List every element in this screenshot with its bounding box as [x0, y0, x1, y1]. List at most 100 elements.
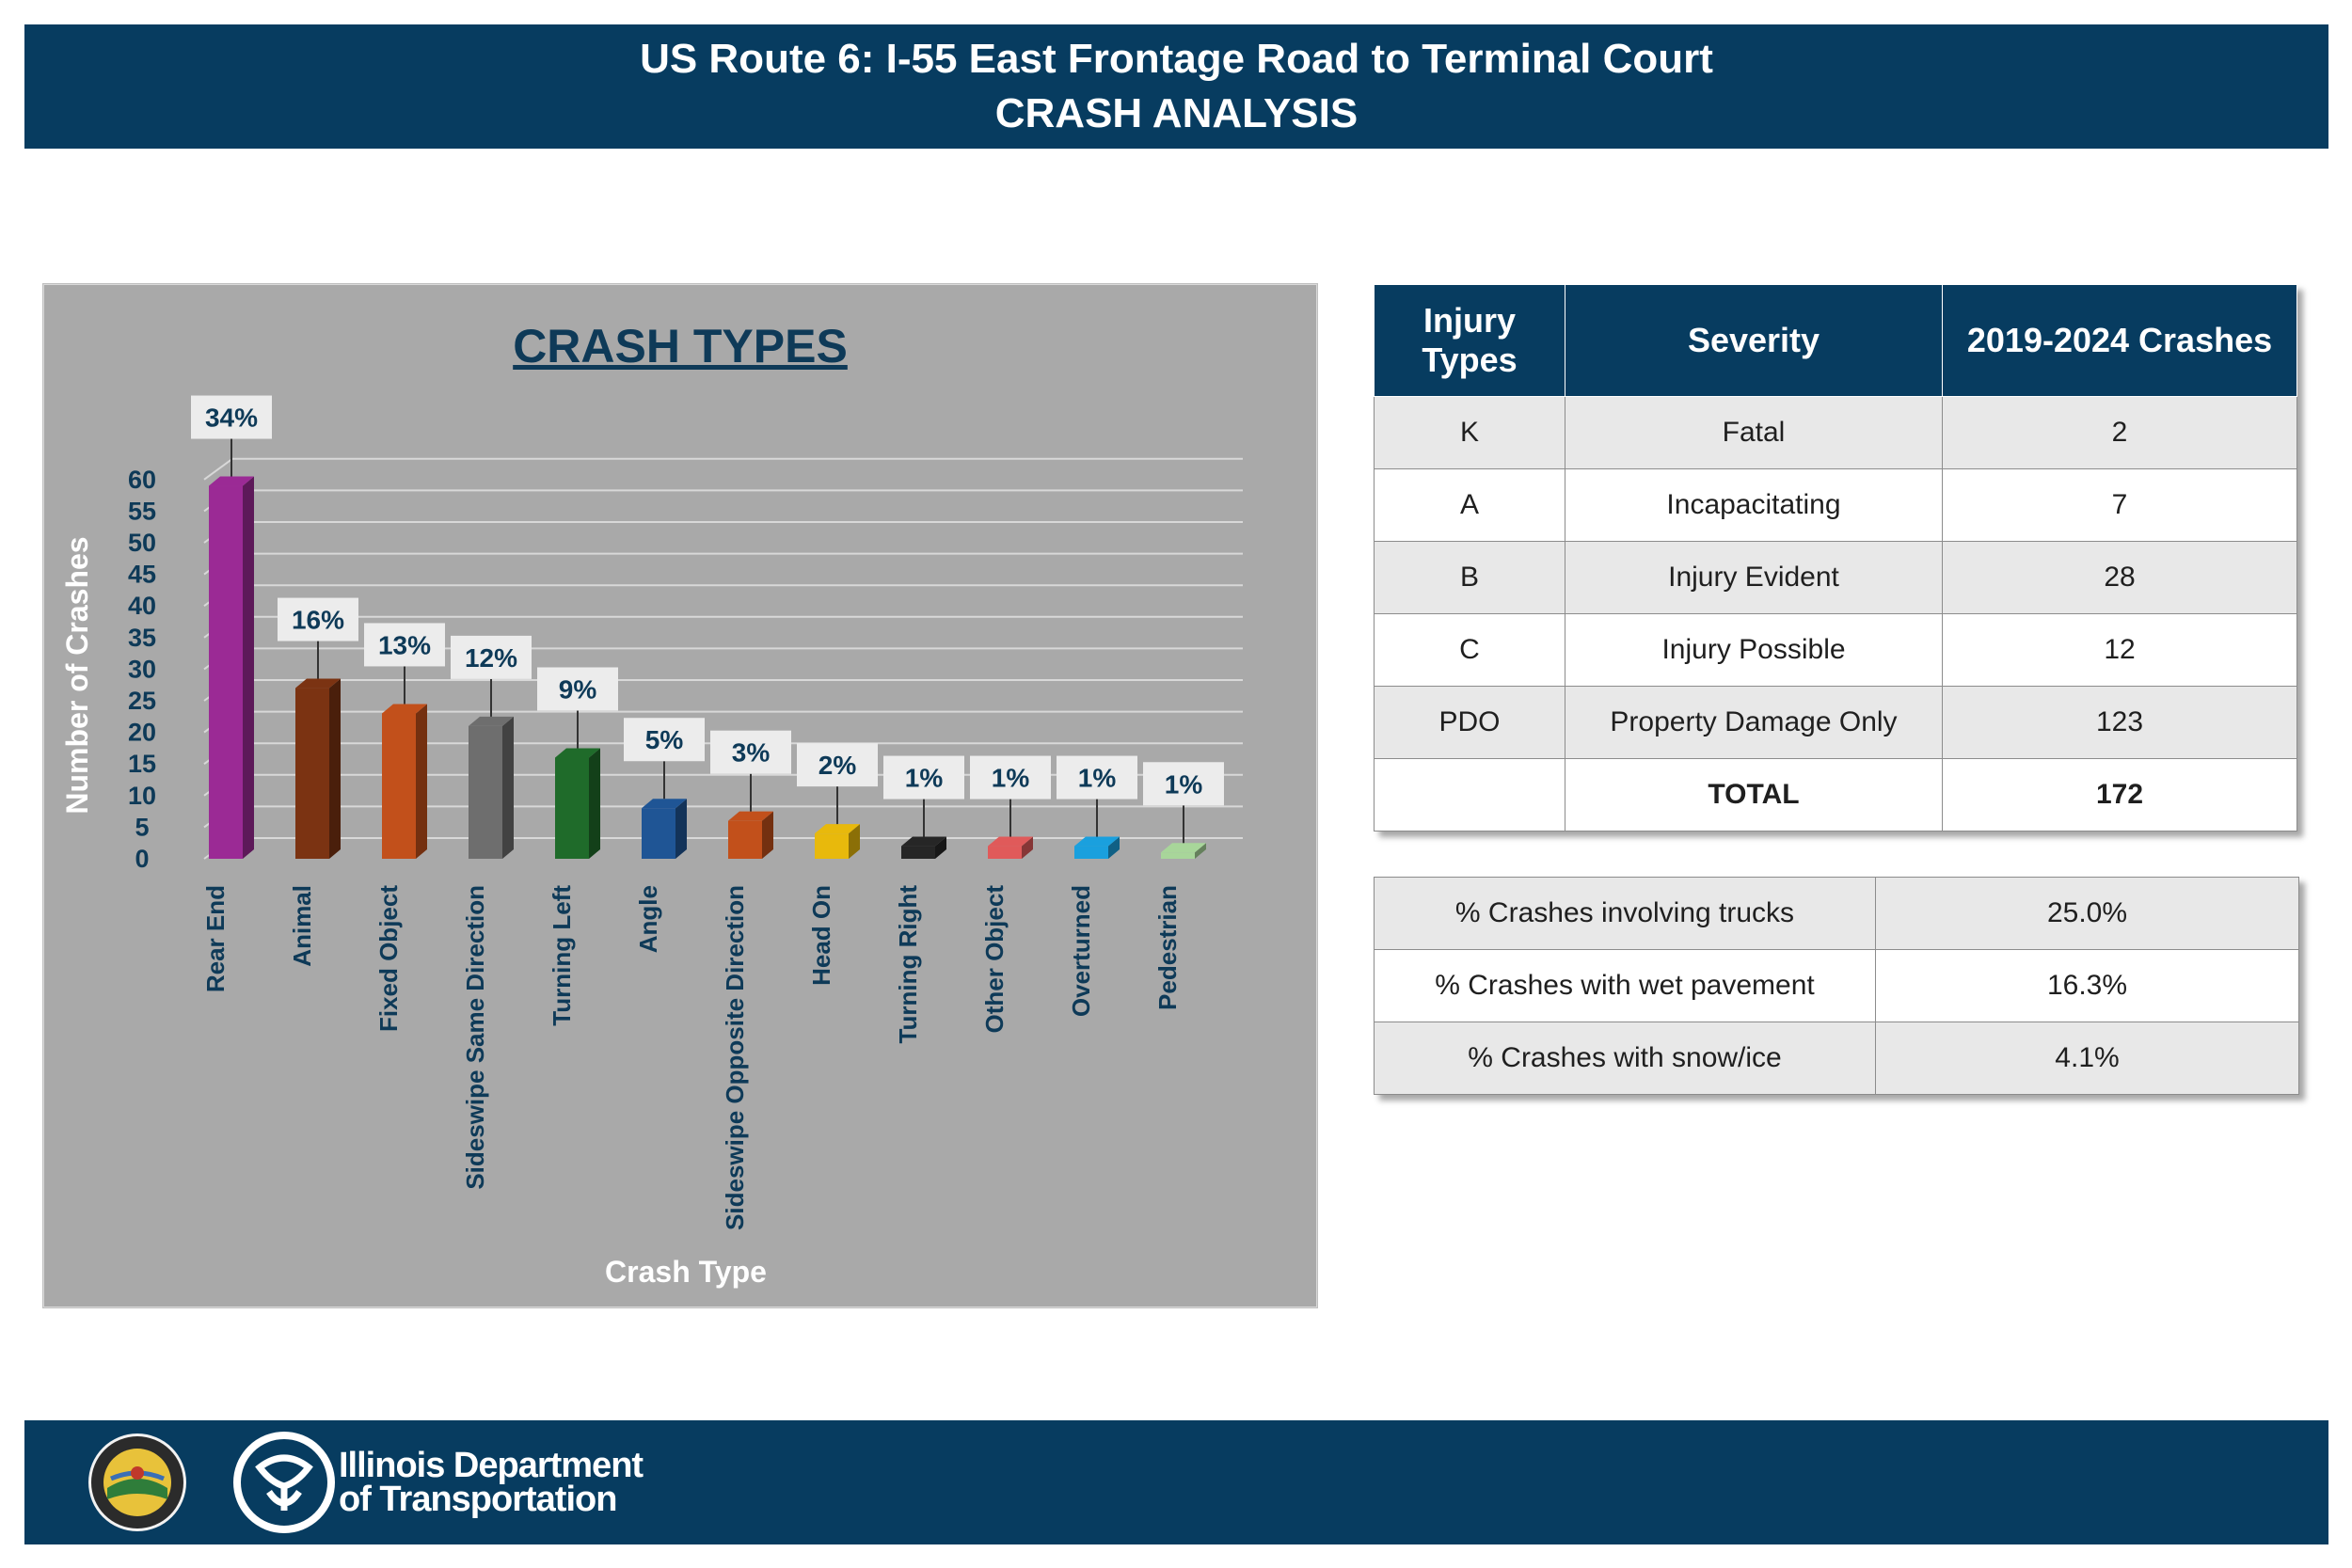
data-label: 5%	[645, 725, 684, 754]
bar-side	[502, 716, 514, 859]
bar	[555, 757, 589, 859]
idot-logo-icon	[233, 1432, 335, 1533]
total-value: 172	[1942, 758, 2297, 832]
bar-side	[329, 678, 341, 859]
y-tick-label: 0	[135, 845, 149, 873]
x-tick-label: Sideswipe Same Direction	[461, 885, 489, 1190]
data-label: 34%	[205, 404, 258, 433]
bar-top	[728, 811, 773, 821]
conditions-table: % Crashes involving trucks 25.0% % Crash…	[1374, 877, 2299, 1095]
x-axis-label: Crash Type	[605, 1255, 767, 1289]
table-row: % Crashes involving trucks 25.0%	[1374, 877, 2299, 950]
bar	[469, 725, 502, 859]
y-tick-label: 55	[128, 497, 156, 525]
condition-value: 25.0%	[1875, 877, 2299, 950]
bar	[642, 808, 675, 859]
bar	[988, 846, 1022, 859]
page-subtitle: CRASH ANALYSIS	[994, 90, 1359, 136]
data-label-box	[883, 755, 964, 800]
x-tick-label: Head On	[807, 885, 835, 986]
condition-label: % Crashes involving trucks	[1374, 877, 1876, 950]
will-county-seal-icon	[88, 1433, 186, 1531]
col-header-crashes: 2019-2024 Crashes	[1942, 284, 2297, 397]
col-header-severity: Severity	[1565, 284, 1943, 397]
bar-top	[555, 748, 600, 758]
total-label: TOTAL	[1565, 758, 1943, 832]
chart-title: CRASH TYPES	[513, 320, 848, 372]
crashes-cell: 7	[1942, 468, 2297, 542]
data-label-box	[710, 730, 791, 774]
bar-top	[988, 836, 1033, 847]
bar-side	[1108, 836, 1120, 859]
severity-cell: Injury Evident	[1565, 541, 1943, 614]
bar-side	[675, 799, 687, 859]
table-row: % Crashes with snow/ice 4.1%	[1374, 1022, 2299, 1095]
bar	[728, 820, 762, 859]
bar-side	[1195, 843, 1206, 859]
data-label-box	[451, 635, 532, 679]
y-tick-label: 60	[128, 466, 156, 494]
y-tick-label: 25	[128, 687, 156, 715]
data-label: 1%	[1165, 769, 1203, 799]
injury-type-cell: B	[1374, 541, 1565, 614]
data-label-box	[537, 667, 618, 711]
data-label: 12%	[465, 643, 517, 673]
page-footer: Illinois Department of Transportation	[24, 1420, 2328, 1544]
x-tick-label: Turning Right	[894, 885, 922, 1044]
bar	[815, 833, 849, 859]
bar-side	[243, 476, 254, 859]
data-label: 9%	[559, 674, 597, 704]
crashes-cell: 2	[1942, 396, 2297, 469]
data-label-box	[278, 597, 358, 641]
bar	[295, 688, 329, 859]
condition-value: 16.3%	[1875, 949, 2299, 1022]
page-header: US Route 6: I-55 East Frontage Road to T…	[24, 24, 2328, 149]
bar-top	[642, 799, 687, 809]
bar	[1074, 846, 1108, 859]
severity-cell: Injury Possible	[1565, 613, 1943, 687]
x-tick-label: Turning Left	[548, 885, 576, 1026]
injury-type-cell: K	[1374, 396, 1565, 469]
table-row: K Fatal 2	[1374, 396, 2297, 469]
crashes-cell: 12	[1942, 613, 2297, 687]
data-label-box	[970, 755, 1051, 800]
y-tick-label: 40	[128, 592, 156, 620]
bar-top	[1074, 836, 1120, 847]
x-tick-label: Fixed Object	[374, 885, 403, 1032]
data-label-box	[797, 743, 878, 787]
bar	[382, 713, 416, 859]
table-row: % Crashes with wet pavement 16.3%	[1374, 949, 2299, 1022]
data-label-box	[1143, 762, 1224, 806]
condition-label: % Crashes with snow/ice	[1374, 1022, 1876, 1095]
x-tick-label: Pedestrian	[1153, 885, 1182, 1010]
y-tick-label: 50	[128, 529, 156, 557]
crash-types-chart: CRASH TYPES 0 5 10 15 20 25 30 35 40 45 50 55 60 Numbe…	[43, 284, 1317, 1307]
data-label: 3%	[732, 738, 771, 768]
x-tick-label: Angle	[634, 885, 662, 953]
bar-top	[901, 836, 946, 847]
page-title: US Route 6: I-55 East Frontage Road to T…	[640, 36, 1713, 82]
x-tick-label: Other Object	[980, 885, 1009, 1034]
bar-top	[382, 704, 427, 714]
severity-cell: Property Damage Only	[1565, 686, 1943, 759]
bar-side	[935, 836, 946, 859]
bar-side	[1022, 836, 1033, 859]
injury-type-cell: A	[1374, 468, 1565, 542]
bar-side	[416, 704, 427, 859]
condition-value: 4.1%	[1875, 1022, 2299, 1095]
bar-top	[469, 716, 514, 726]
gridline-diagonal	[203, 457, 233, 481]
bar	[209, 485, 243, 859]
y-tick-label: 30	[128, 655, 156, 683]
data-label-box	[364, 623, 445, 667]
bar-side	[762, 811, 773, 859]
data-label: 1%	[905, 764, 944, 793]
y-tick-label: 45	[128, 561, 156, 589]
severity-table: Injury Types Severity 2019-2024 Crashes …	[1374, 284, 2297, 832]
severity-cell: Fatal	[1565, 396, 1943, 469]
data-label: 1%	[1078, 764, 1117, 793]
data-label: 16%	[292, 606, 344, 635]
bar-top	[1161, 843, 1206, 853]
y-tick-label: 35	[128, 624, 156, 652]
injury-type-cell: PDO	[1374, 686, 1565, 759]
